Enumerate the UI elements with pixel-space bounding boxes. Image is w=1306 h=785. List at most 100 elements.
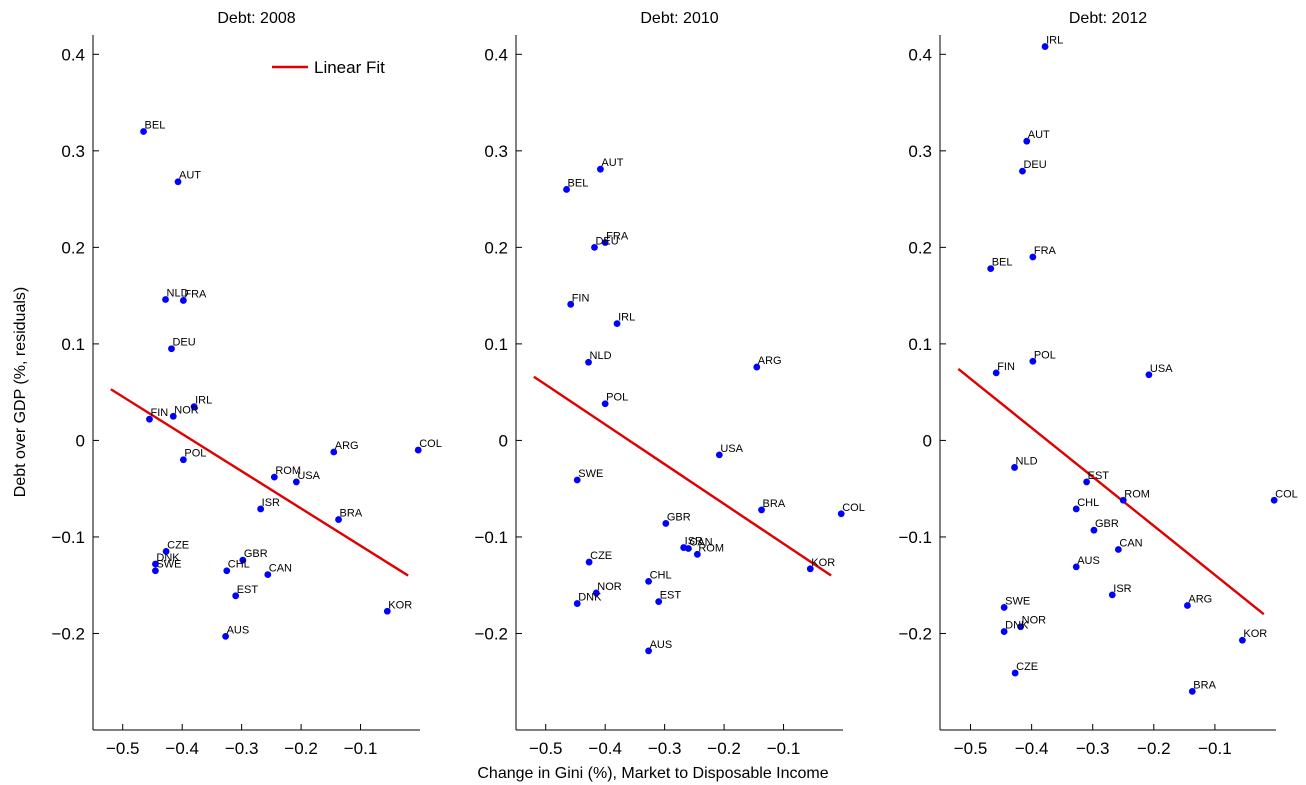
point-label: USA [297, 470, 320, 482]
point-label: AUS [1077, 555, 1100, 567]
panels: Debt: 2008 −0.5 −0.4 −0.3 −0.2 −0.1 −0.2 −0.1 0 0… [51, 10, 1297, 758]
point-label: POL [184, 448, 206, 460]
x-tick-label: −0.5 [106, 739, 140, 758]
point-label: DNK [156, 552, 180, 564]
point-label: IRL [618, 312, 635, 324]
data-point [169, 412, 177, 420]
point-label: KOR [388, 599, 412, 611]
legend: Linear Fit [272, 58, 385, 77]
point-label: ROM [275, 465, 301, 477]
y-tick-label: −0.1 [898, 528, 932, 547]
point-label: COL [842, 502, 865, 514]
point-label: DEU [1023, 159, 1046, 171]
point-label: CHL [650, 569, 672, 581]
data-point [1011, 669, 1019, 677]
point-label: DEU [172, 337, 195, 349]
x-tick-label: −0.4 [588, 739, 622, 758]
data-point [330, 448, 338, 456]
data-point [1239, 636, 1246, 644]
point-label: GBR [1095, 518, 1119, 530]
linear-fit-line [110, 388, 409, 577]
y-tick-label: 0.2 [61, 238, 85, 257]
data-point [335, 516, 342, 523]
point-label: FIN [997, 361, 1015, 373]
point-label: SWE [578, 468, 603, 480]
point-label: ROM [698, 542, 724, 554]
data-point [1108, 591, 1116, 599]
point-label: POL [606, 392, 628, 404]
x-axis-label: Change in Gini (%), Market to Disposable… [477, 765, 828, 782]
point-label: SWE [156, 559, 181, 571]
data-point [1184, 602, 1191, 609]
y-tick-label: 0.1 [484, 335, 508, 354]
data-point [146, 415, 153, 423]
point-label: NLD [1016, 455, 1038, 467]
data-point [693, 550, 701, 558]
point-label: ROM [1124, 488, 1150, 500]
data-point [1072, 505, 1080, 513]
data-point [1145, 371, 1153, 379]
y-tick-label: 0.4 [908, 45, 932, 64]
data-point [597, 165, 604, 173]
x-tick-label: −0.1 [1198, 739, 1232, 758]
data-point [152, 560, 159, 568]
data-point [264, 571, 272, 578]
x-tick-label: −0.5 [954, 739, 988, 758]
y-tick-label: 0.2 [484, 238, 508, 257]
data-point [1270, 496, 1278, 504]
point-label: NLD [590, 350, 612, 362]
panel-title: Debt: 2008 [217, 10, 295, 27]
data-point [585, 558, 593, 566]
data-point [292, 478, 300, 486]
point-label: FRA [184, 288, 207, 300]
y-tick-label: 0.1 [908, 335, 932, 354]
data-point [414, 446, 422, 454]
point-label: FRA [606, 231, 629, 243]
point-label: GBR [667, 511, 691, 523]
data-point [601, 400, 609, 408]
data-point [837, 510, 845, 518]
y-tick-label: −0.2 [898, 624, 932, 643]
data-point [179, 456, 187, 464]
point-label: ISR [685, 536, 703, 548]
point-label: POL [1034, 349, 1056, 361]
point-label: BEL [992, 257, 1013, 269]
point-label: AUT [1028, 129, 1050, 141]
data-point [1029, 253, 1037, 261]
point-label: FRA [1034, 245, 1057, 257]
data-point [1011, 464, 1018, 471]
data-point [592, 589, 600, 597]
point-label: NOR [1022, 615, 1047, 627]
point-label: BRA [763, 498, 786, 510]
data-point [1083, 478, 1091, 486]
x-tick-label: −0.1 [344, 739, 378, 758]
data-point [662, 520, 670, 527]
data-point [987, 265, 995, 272]
data-point [591, 243, 598, 251]
x-tick-label: −0.5 [529, 739, 563, 758]
point-label: DNK [578, 592, 602, 604]
point-label: BEL [568, 177, 589, 189]
point-label: GBR [244, 548, 268, 560]
point-label: SWE [1005, 595, 1030, 607]
data-point [585, 358, 592, 366]
legend-label: Linear Fit [314, 58, 385, 77]
data-point [257, 505, 265, 513]
panel-3: Debt: 2012 −0.5 −0.4 −0.3 −0.2 −0.1 −0.2 −0.1 0 0… [898, 10, 1297, 758]
x-tick-label: −0.4 [1015, 739, 1049, 758]
data-point [162, 548, 170, 555]
y-tick-label: 0.1 [61, 335, 85, 354]
x-tick-label: −0.2 [1137, 739, 1171, 758]
point-label: CAN [269, 563, 292, 575]
data-point [1072, 563, 1080, 571]
data-point [645, 647, 652, 655]
point-label: NLD [167, 287, 189, 299]
data-point [806, 565, 814, 573]
data-point [645, 577, 652, 585]
point-label: CZE [167, 539, 189, 551]
data-point [1017, 623, 1025, 631]
data-point [567, 300, 575, 308]
data-point [758, 506, 765, 514]
data-point [174, 178, 182, 186]
point-label: EST [660, 590, 682, 602]
